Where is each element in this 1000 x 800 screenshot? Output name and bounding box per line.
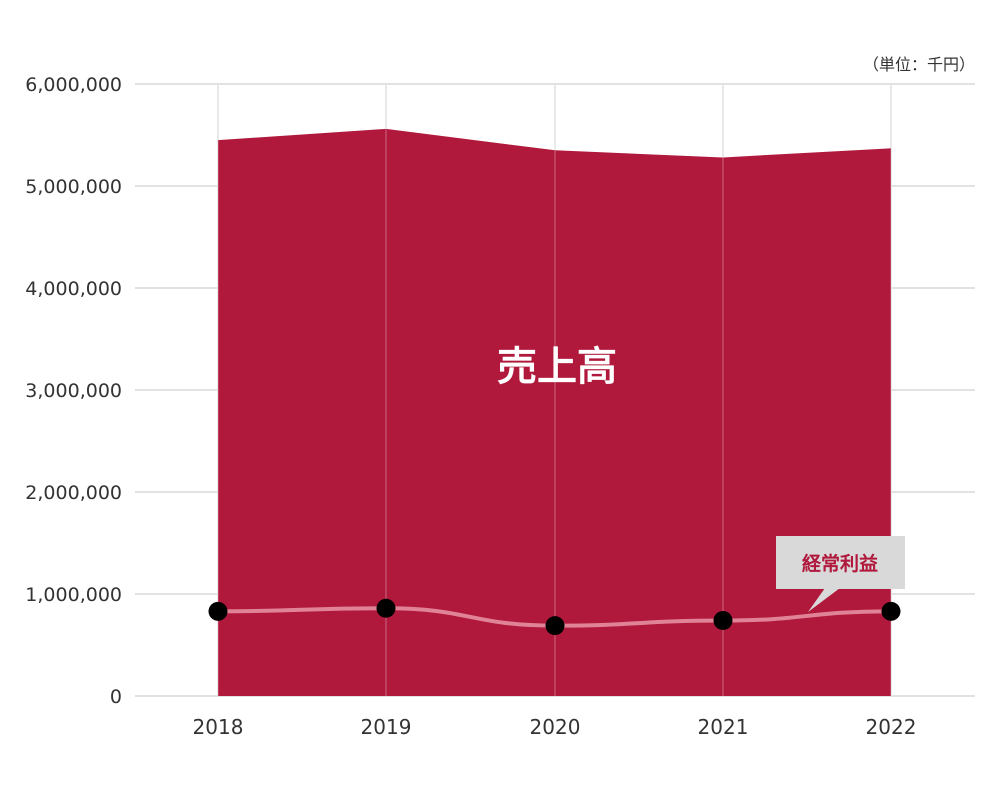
year-divider-lines [217, 84, 892, 696]
profit-point [545, 616, 565, 636]
profit-callout: 経常利益 [776, 536, 905, 612]
x-tick-label: 2018 [193, 715, 244, 739]
sales-series-label: 売上高 [497, 344, 617, 390]
y-tick-label: 3,000,000 [25, 380, 122, 402]
y-tick-label: 1,000,000 [25, 584, 122, 606]
callout-tail [808, 588, 840, 612]
profit-point [376, 598, 396, 618]
y-tick-label: 4,000,000 [25, 278, 122, 300]
callout-box [776, 536, 905, 589]
x-tick-label: 2020 [530, 715, 581, 739]
y-tick-label: 5,000,000 [25, 176, 122, 198]
profit-point [208, 601, 228, 621]
y-tick-label: 6,000,000 [25, 74, 122, 96]
x-axis: 2018 2019 2020 2021 2022 [193, 715, 917, 739]
y-tick-label: 2,000,000 [25, 482, 122, 504]
profit-series [208, 598, 901, 636]
x-tick-label: 2019 [361, 715, 412, 739]
x-tick-label: 2021 [698, 715, 749, 739]
x-tick-label: 2022 [866, 715, 917, 739]
profit-point [713, 611, 733, 631]
sales-area-shape [218, 128, 891, 696]
y-tick-label: 0 [110, 686, 122, 708]
sales-area [218, 128, 891, 696]
profit-series-label: 経常利益 [802, 552, 878, 575]
unit-label: （単位：千円） [863, 55, 975, 74]
profit-point [881, 601, 901, 621]
y-axis: 0 1,000,000 2,000,000 3,000,000 4,000,000 5,0… [25, 74, 122, 708]
